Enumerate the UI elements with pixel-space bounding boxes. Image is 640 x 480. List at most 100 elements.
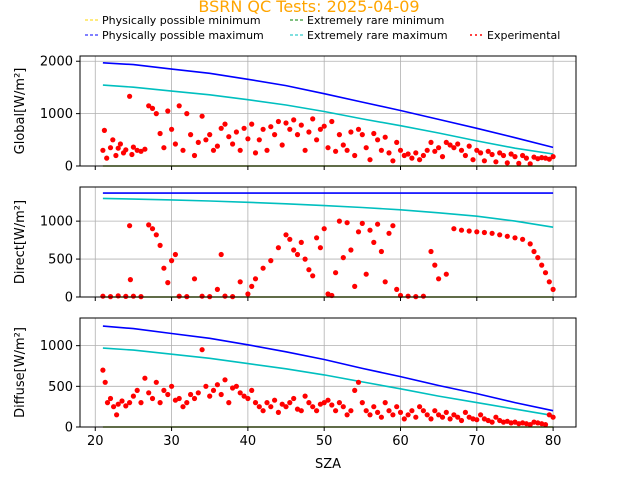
experimental-point: [390, 412, 396, 418]
experimental-point: [114, 412, 120, 418]
experimental-point: [466, 228, 472, 234]
experimental-point: [237, 147, 243, 153]
experimental-point: [233, 129, 239, 135]
experimental-point: [539, 155, 545, 161]
figure-title: BSRN QC Tests: 2025-04-09: [198, 0, 419, 16]
experimental-point: [146, 390, 152, 396]
experimental-point: [176, 293, 182, 299]
experimental-point: [100, 293, 106, 299]
experimental-point: [264, 400, 270, 406]
experimental-point: [306, 129, 312, 135]
experimental-point: [546, 412, 552, 418]
experimental-point: [542, 270, 549, 276]
experimental-point: [375, 409, 381, 415]
experimental-point: [355, 126, 362, 132]
experimental-point: [470, 157, 476, 163]
experimental-point: [115, 401, 121, 407]
experimental-point: [458, 417, 465, 424]
experimental-point: [165, 391, 171, 398]
y-axis-label: Diffuse[W/m²]: [13, 327, 28, 418]
experimental-point: [268, 258, 274, 264]
experimental-point: [260, 408, 266, 414]
experimental-point: [153, 379, 159, 385]
experimental-point: [161, 387, 167, 393]
experimental-point: [317, 245, 323, 251]
experimental-point: [523, 155, 530, 161]
experimental-point: [184, 400, 190, 406]
x-axis-label: SZA: [315, 457, 341, 472]
axes-frame: [79, 186, 577, 298]
experimental-point: [520, 152, 526, 159]
experimental-point: [310, 273, 316, 279]
y-tick-label: 1000: [40, 107, 73, 122]
experimental-point: [447, 416, 453, 422]
experimental-point: [348, 129, 354, 135]
experimental-point: [298, 122, 304, 128]
experimental-point: [176, 103, 182, 109]
experimental-point: [363, 271, 369, 277]
experimental-point: [432, 148, 438, 154]
experimental-point: [272, 397, 278, 403]
experimental-point: [535, 420, 541, 426]
experimental-point: [443, 409, 449, 415]
experimental-point: [245, 136, 251, 142]
series-line-max_rare: [102, 347, 554, 417]
experimental-point: [489, 230, 495, 236]
experimental-point: [184, 111, 190, 117]
experimental-point: [199, 347, 205, 353]
experimental-point: [443, 139, 449, 145]
x-tick-label: 40: [240, 434, 257, 449]
panel-3: 20 30 40 50 60 70 80 0 500 1000 Diffuse[W/m²]: [13, 317, 577, 449]
experimental-point: [241, 393, 247, 399]
experimental-point: [478, 412, 484, 418]
experimental-point: [504, 160, 510, 166]
experimental-point: [207, 393, 213, 399]
experimental-point: [432, 262, 438, 268]
experimental-point: [275, 409, 281, 415]
experimental-point: [359, 132, 365, 138]
experimental-point: [218, 125, 224, 131]
experimental-point: [378, 414, 384, 420]
experimental-point: [386, 408, 392, 414]
experimental-point: [420, 293, 426, 299]
experimental-point: [127, 93, 133, 99]
y-tick-label: 2000: [40, 55, 73, 70]
experimental-point: [153, 111, 159, 117]
experimental-point: [401, 416, 407, 422]
experimental-point: [439, 154, 446, 160]
experimental-point: [382, 134, 388, 140]
experimental-point: [363, 145, 369, 151]
experimental-point: [413, 414, 419, 420]
legend-label-max_possible: Physically possible maximum: [102, 29, 264, 42]
experimental-point: [340, 142, 346, 148]
experimental-point: [375, 137, 381, 143]
experimental-point: [508, 151, 514, 157]
experimental-point: [325, 145, 331, 151]
experimental-point: [436, 412, 442, 418]
experimental-point: [188, 391, 194, 398]
experimental-point: [169, 126, 175, 132]
experimental-point: [252, 150, 259, 156]
experimental-point: [226, 134, 232, 140]
experimental-point: [146, 222, 152, 228]
experimental-point: [436, 145, 442, 151]
experimental-point: [230, 141, 236, 147]
experimental-point: [394, 139, 400, 145]
experimental-point: [409, 155, 415, 161]
experimental-point: [157, 130, 163, 137]
experimental-point: [428, 416, 434, 422]
experimental-point: [127, 223, 133, 229]
experimental-point: [443, 271, 449, 277]
experimental-point: [512, 154, 518, 160]
experimental-point: [321, 400, 327, 406]
experimental-point: [146, 103, 152, 109]
experimental-point: [493, 159, 499, 165]
experimental-point: [333, 270, 339, 276]
experimental-point: [138, 148, 144, 154]
experimental-point: [188, 132, 194, 138]
panel-1: 0 1000 2000 Global[W/m²]: [13, 55, 577, 175]
experimental-point: [237, 390, 243, 396]
experimental-point: [436, 276, 442, 282]
experimental-point: [268, 404, 274, 410]
